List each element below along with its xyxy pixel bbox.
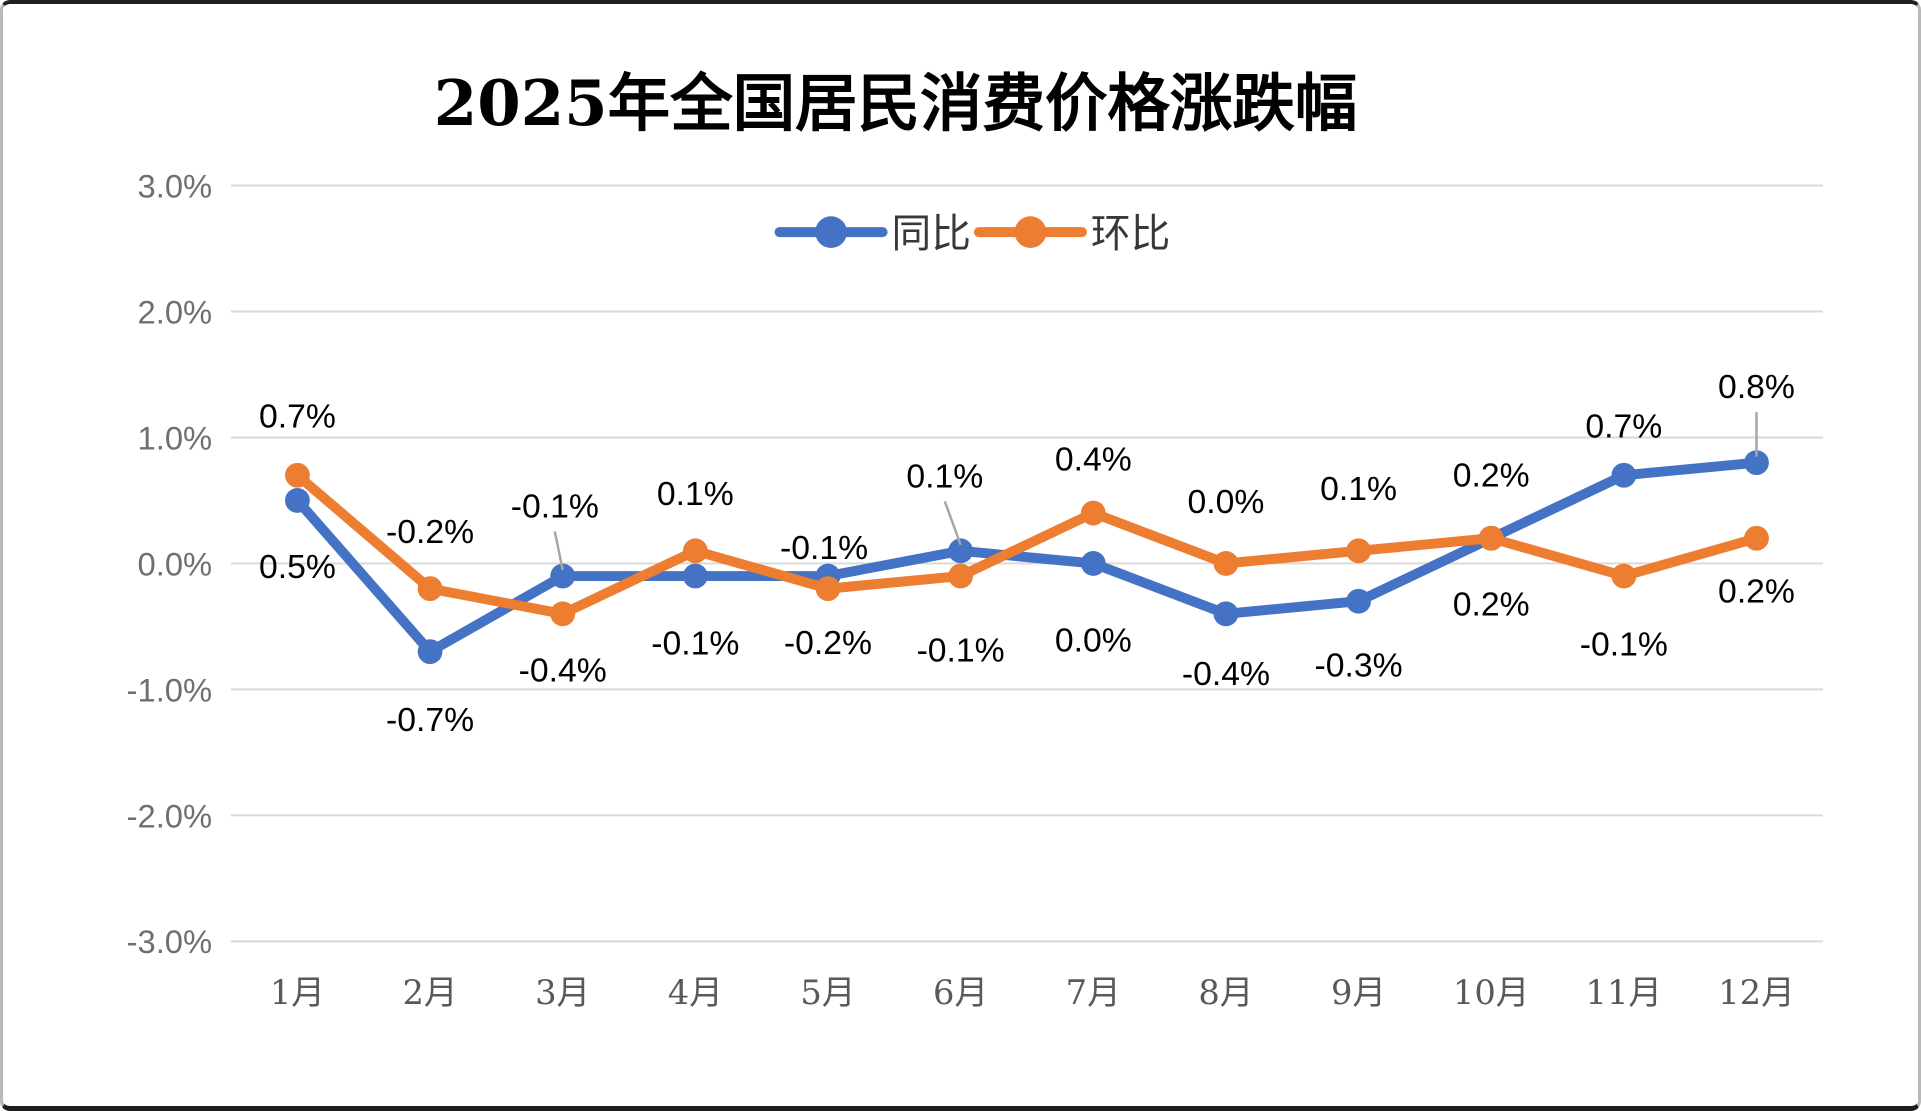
data-point-yoy [948,538,974,564]
y-axis-tick-labels: 3.0% 2.0% 1.0% 0.0% -1.0% -2.0% -3.0% [127,167,212,960]
y-tick-label: 1.0% [138,419,213,456]
data-point-yoy [682,563,708,589]
y-tick-label: 3.0% [138,167,213,204]
data-labels: 0.7% 0.5% -0.2% -0.7% -0.1% -0.4% 0.1% -0.1% -0.… [259,368,1795,739]
data-point-yoy [1213,601,1239,627]
x-tick-label: 2月 [402,973,457,1012]
data-label-mom: 0.7% [259,398,336,436]
x-tick-label: 6月 [933,973,988,1012]
data-label-yoy: -0.1% [511,488,599,526]
data-point-mom [550,601,576,627]
data-point-mom [285,462,310,488]
series-lines [285,450,1769,665]
data-point-yoy [1611,462,1637,488]
data-label-mom: 0.1% [657,475,734,513]
data-point-yoy [417,639,443,665]
data-label-mom: 0.0% [1187,483,1264,521]
x-tick-label: 1月 [270,973,325,1012]
data-point-mom [417,576,443,602]
x-tick-label: 10月 [1453,973,1530,1012]
data-label-mom: 0.2% [1718,573,1795,611]
x-tick-label: 12月 [1718,973,1795,1012]
legend-label-yoy: 同比 [892,211,971,257]
data-point-mom [1611,563,1637,589]
data-point-yoy [285,488,310,513]
data-label-mom: -0.1% [1580,625,1668,663]
cpi-line-chart: 3.0% 2.0% 1.0% 0.0% -1.0% -2.0% -3.0% 1月 2月 3月 4月… [127,66,1823,1012]
data-label-yoy: -0.3% [1315,647,1403,685]
data-label-yoy: 0.0% [1055,622,1132,660]
data-label-yoy: 0.5% [259,548,336,586]
data-point-mom [1080,500,1106,526]
data-point-mom [1346,538,1371,564]
gridlines [230,184,1823,943]
data-label-mom: 0.1% [1320,470,1397,508]
data-label-yoy: -0.1% [780,529,868,567]
data-label-yoy: 0.1% [906,457,983,495]
data-point-mom [815,576,841,602]
data-point-mom [1213,551,1239,576]
y-tick-label: -2.0% [127,797,212,834]
data-point-mom [948,563,974,589]
legend-label-mom: 环比 [1091,211,1170,257]
y-tick-label: -3.0% [127,923,212,960]
data-point-yoy [1744,450,1769,476]
data-label-yoy: -0.1% [651,624,739,662]
data-label-yoy: -0.7% [386,701,474,739]
label-leader-line [553,531,564,571]
data-point-mom [1478,525,1504,551]
data-label-mom: -0.1% [917,631,1005,669]
data-point-mom [1744,525,1769,551]
data-label-mom: 0.4% [1055,440,1132,478]
data-label-mom: -0.2% [784,624,872,662]
legend-item-yoy: 同比 [774,211,971,257]
legend-marker-yoy-icon [815,216,847,249]
x-tick-label: 8月 [1198,973,1253,1012]
data-point-yoy [550,563,576,589]
label-leader-line [943,500,962,546]
series-line-yoy [292,457,1762,657]
y-tick-label: 2.0% [138,293,213,330]
legend-marker-mom-icon [1014,216,1047,249]
data-point-yoy [1346,588,1371,614]
x-tick-label: 4月 [668,973,723,1012]
data-label-mom: -0.4% [519,651,607,689]
chart-title: 2025年全国居民消费价格涨跌幅 [434,66,1358,140]
data-label-yoy: 0.7% [1585,408,1662,446]
data-label-yoy: 0.8% [1718,368,1795,406]
data-label-yoy: 0.2% [1453,586,1530,624]
data-point-yoy [1080,551,1106,576]
data-label-mom: 0.2% [1453,457,1530,495]
legend: 同比 环比 [774,211,1170,257]
series-line-mom [292,470,1762,619]
x-tick-label: 3月 [535,973,590,1012]
data-point-mom [682,538,708,564]
legend-item-mom: 环比 [973,211,1170,257]
x-axis-tick-labels: 1月 2月 3月 4月 5月 6月 7月 8月 9月 10月 11月 12月 [270,973,1795,1012]
data-label-mom: -0.2% [386,513,474,551]
y-tick-label: -1.0% [127,671,212,708]
x-tick-label: 9月 [1331,973,1386,1012]
y-tick-label: 0.0% [138,545,213,582]
x-tick-label: 7月 [1066,973,1121,1012]
x-tick-label: 11月 [1586,973,1663,1012]
data-label-yoy: -0.4% [1182,655,1270,693]
x-tick-label: 5月 [800,973,855,1012]
